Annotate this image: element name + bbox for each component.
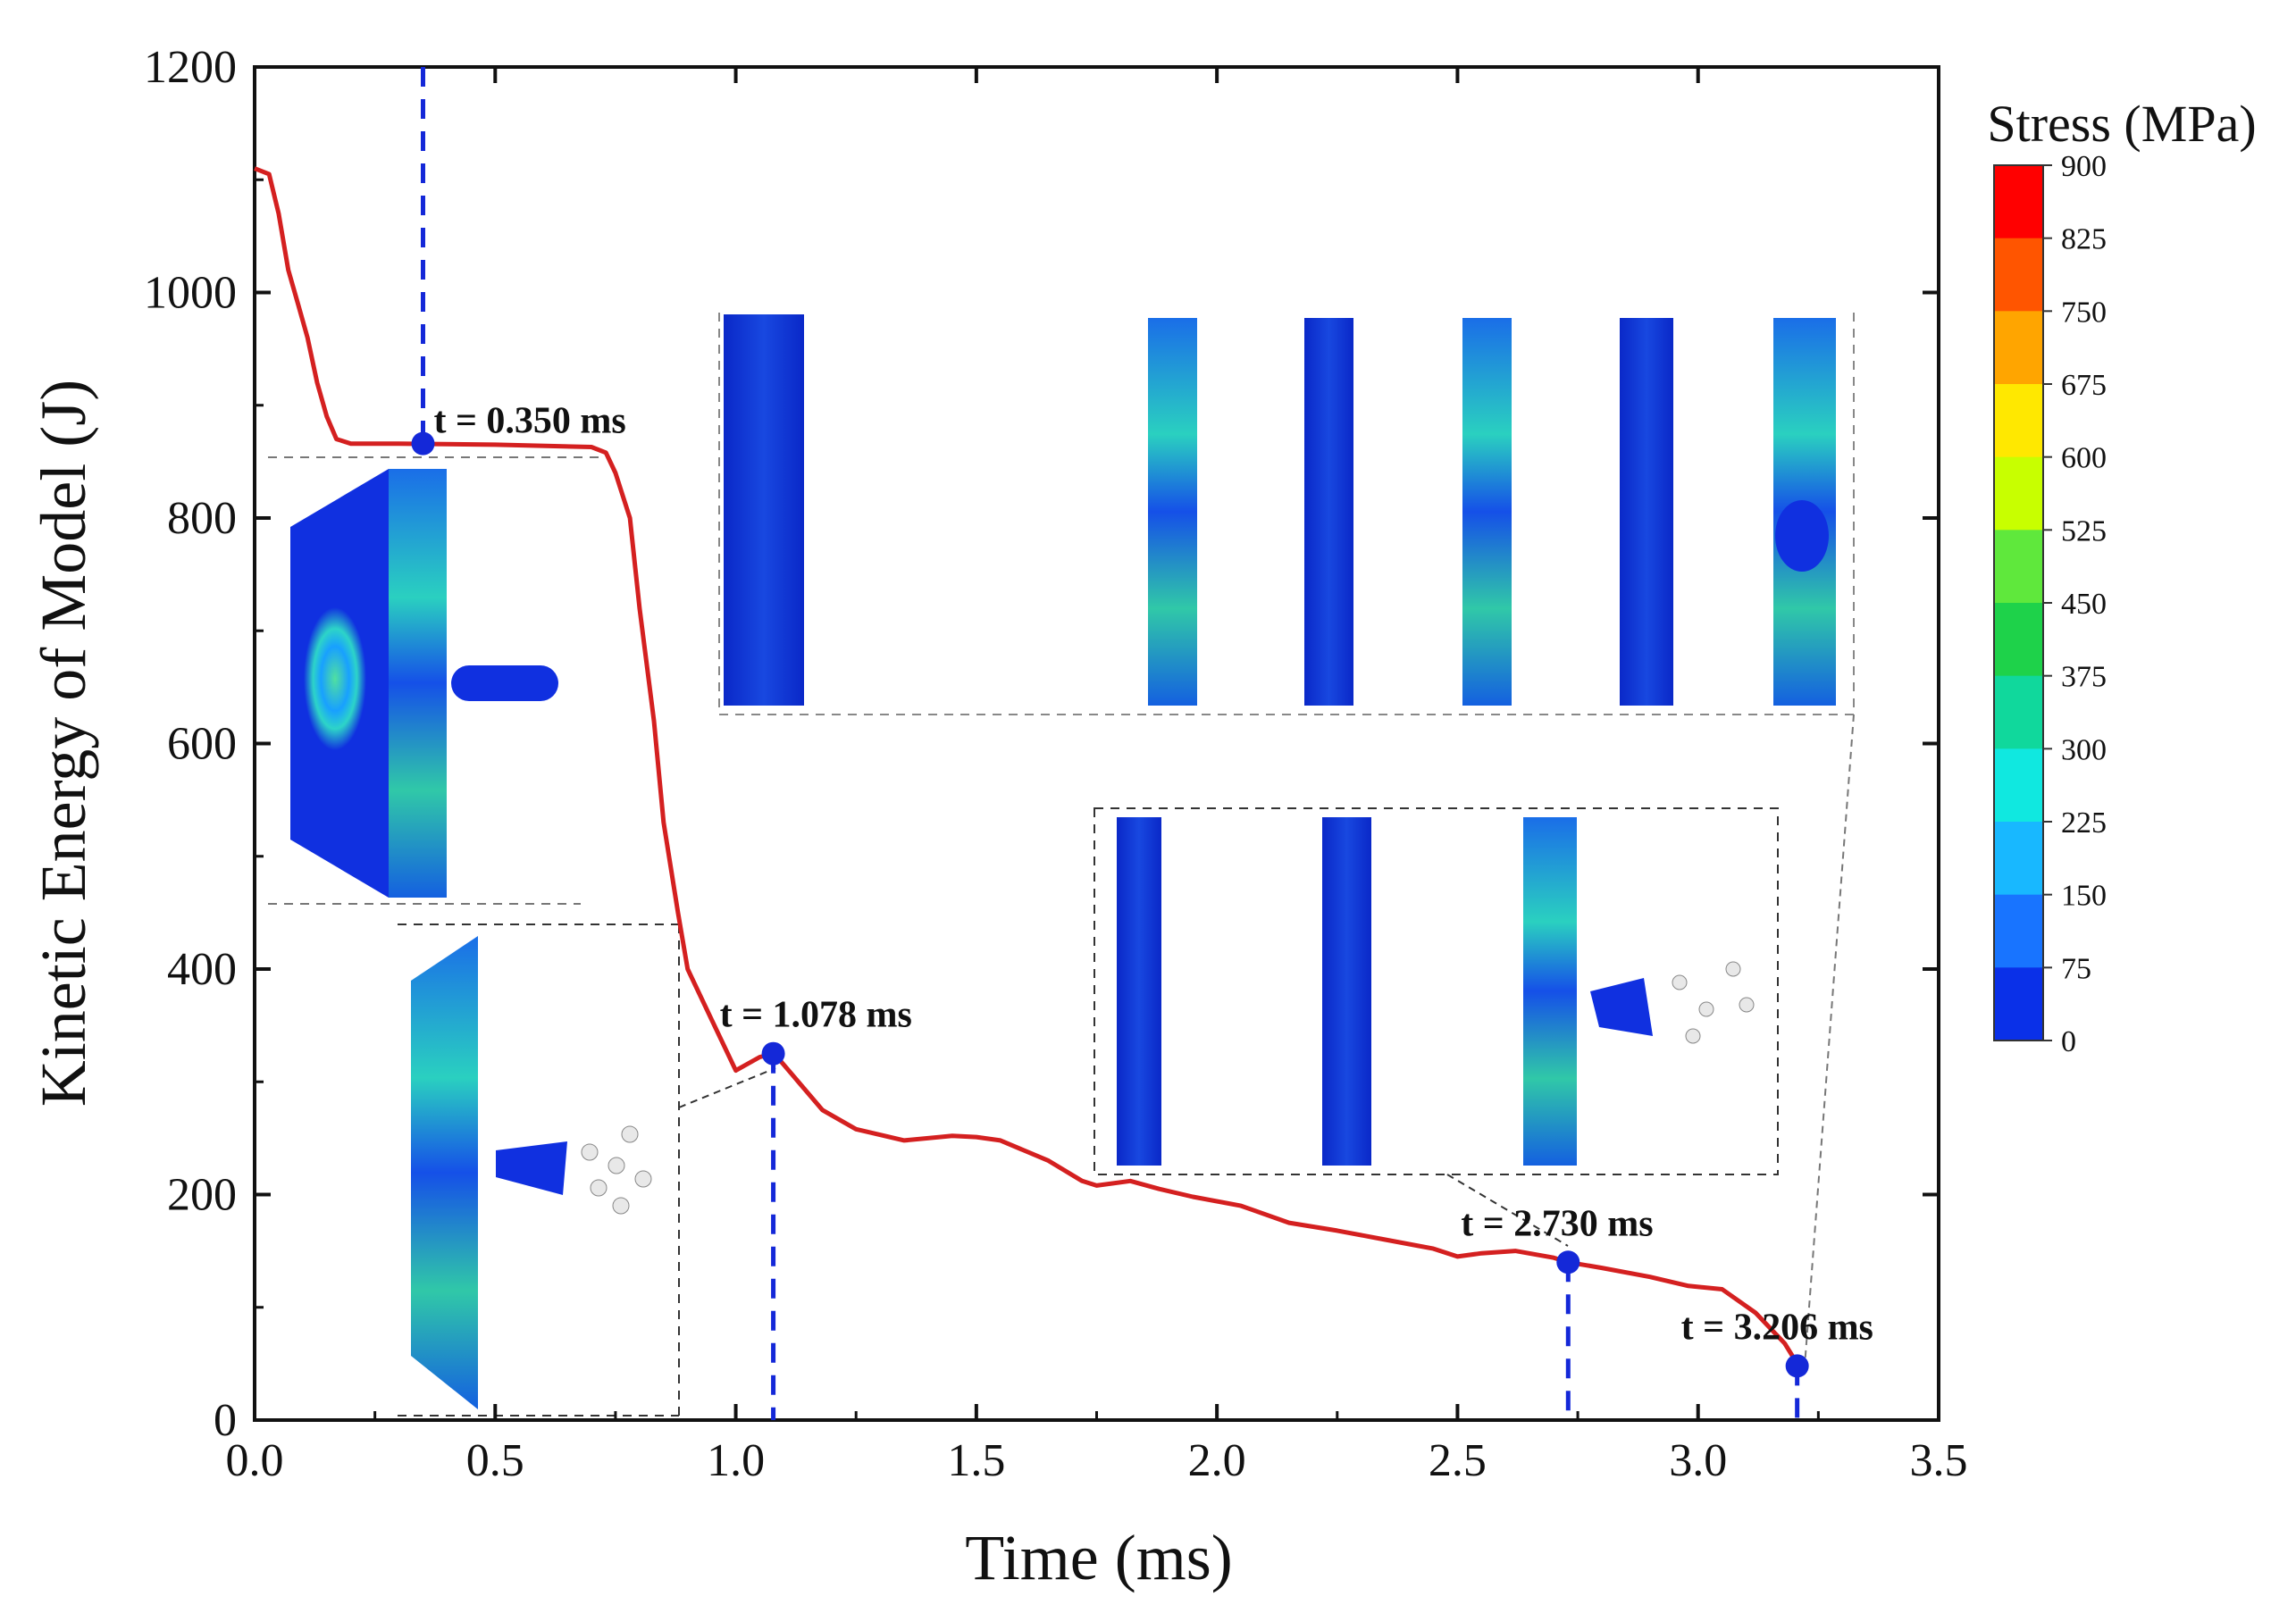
inset-0350 bbox=[268, 456, 599, 905]
x-axis-title: Time (ms) bbox=[965, 1522, 1232, 1593]
y-tick-label: 400 bbox=[167, 944, 237, 995]
inset-layer bbox=[268, 313, 1855, 1417]
y-tick-label: 0 bbox=[214, 1395, 237, 1446]
axes: 0.0 0.5 1.0 1.5 2.0 2.5 3.0 3.5 0 200 400 600 800 100… bbox=[144, 42, 1968, 1486]
colorbar-segment bbox=[1994, 165, 2043, 239]
colorbar-tick-label: 450 bbox=[2061, 588, 2107, 621]
markers-layer: t = 0.350 ms t = 1.078 ms t = 2.730 ms t = … bbox=[411, 401, 1873, 1378]
colorbar-tick-label: 150 bbox=[2061, 880, 2107, 913]
colorbar-tick-label: 900 bbox=[2061, 150, 2107, 183]
inset-2730 bbox=[1094, 807, 1779, 1247]
marker-point bbox=[761, 1041, 785, 1066]
y-tick-label: 1200 bbox=[144, 42, 237, 93]
colorbar-segment bbox=[1994, 603, 2043, 677]
marker-label: t = 0.350 ms bbox=[434, 401, 626, 442]
colorbar-title: Stress (MPa) bbox=[1987, 95, 2256, 153]
colorbar-segment bbox=[1994, 238, 2043, 312]
marker-label: t = 3.206 ms bbox=[1681, 1307, 1873, 1348]
stress-colorbar: 900825750675600525450375300225150750Stre… bbox=[1987, 95, 2256, 1058]
x-tick-label: 1.5 bbox=[947, 1435, 1005, 1486]
colorbar-segment bbox=[1994, 967, 2043, 1041]
y-tick-label: 600 bbox=[167, 719, 237, 770]
x-tick-label: 2.0 bbox=[1188, 1435, 1246, 1486]
inset-1078 bbox=[398, 924, 776, 1417]
colorbar-segment bbox=[1994, 675, 2043, 749]
y-tick-label: 200 bbox=[167, 1170, 237, 1221]
y-tick-label: 1000 bbox=[144, 268, 237, 319]
marker-point bbox=[1785, 1354, 1809, 1378]
y-axis-title: Kinetic Energy of Model (J) bbox=[28, 380, 99, 1107]
marker-label: t = 2.730 ms bbox=[1461, 1203, 1653, 1244]
plot-frame bbox=[253, 65, 1940, 1422]
colorbar-segment bbox=[1994, 311, 2043, 385]
colorbar-segment bbox=[1994, 822, 2043, 896]
marker-label: t = 1.078 ms bbox=[720, 995, 912, 1036]
y-tick-label: 800 bbox=[167, 493, 237, 544]
marker-point bbox=[1556, 1250, 1580, 1275]
marker-point bbox=[411, 431, 435, 455]
colorbar-tick-label: 0 bbox=[2061, 1025, 2076, 1058]
x-tick-label: 0.0 bbox=[226, 1435, 284, 1486]
colorbar-tick-label: 750 bbox=[2061, 296, 2107, 329]
colorbar-segment bbox=[1994, 894, 2043, 968]
series-line-kinetic-energy bbox=[254, 166, 1799, 1366]
colorbar-segment bbox=[1994, 384, 2043, 458]
x-tick-label: 3.0 bbox=[1669, 1435, 1727, 1486]
x-tick-label: 3.5 bbox=[1910, 1435, 1968, 1486]
colorbar-segment bbox=[1994, 456, 2043, 531]
colorbar-tick-label: 825 bbox=[2061, 223, 2107, 256]
x-tick-label: 0.5 bbox=[466, 1435, 524, 1486]
x-tick-label: 1.0 bbox=[707, 1435, 765, 1486]
x-tick-label: 2.5 bbox=[1429, 1435, 1487, 1486]
colorbar-tick-label: 225 bbox=[2061, 806, 2107, 840]
series-layer bbox=[254, 166, 1799, 1366]
colorbar-tick-label: 675 bbox=[2061, 369, 2107, 402]
colorbar-tick-label: 300 bbox=[2061, 733, 2107, 766]
colorbar-segment bbox=[1994, 530, 2043, 604]
colorbar-segment bbox=[1994, 748, 2043, 823]
colorbar-tick-label: 375 bbox=[2061, 661, 2107, 694]
colorbar-tick-label: 600 bbox=[2061, 442, 2107, 475]
colorbar-tick-label: 75 bbox=[2061, 952, 2091, 985]
inset-3206 bbox=[718, 313, 1855, 1367]
colorbar-tick-label: 525 bbox=[2061, 514, 2107, 547]
